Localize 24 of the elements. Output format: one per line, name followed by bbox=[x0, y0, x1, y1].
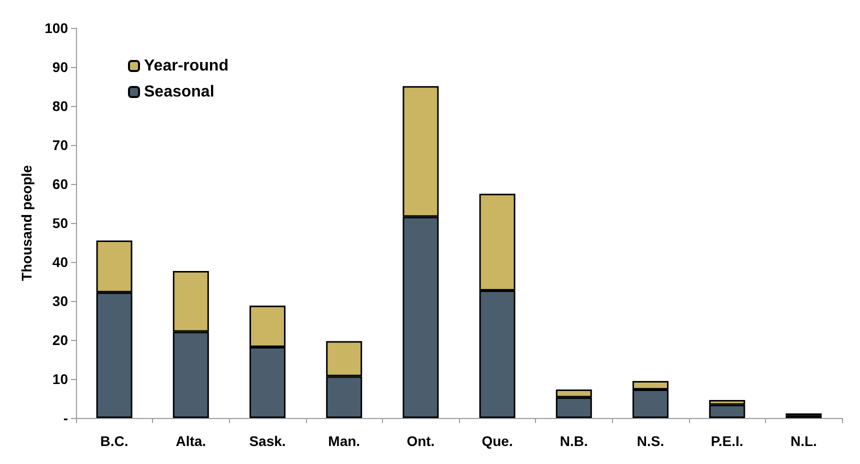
y-axis-title: Thousand people bbox=[18, 164, 35, 281]
x-tick-label: Sask. bbox=[249, 433, 286, 449]
legend-label: Year-round bbox=[144, 58, 228, 74]
x-tick-label: N.B. bbox=[560, 433, 588, 449]
y-tick-label: 40 bbox=[52, 254, 68, 270]
x-tick-label: Alta. bbox=[176, 433, 206, 449]
x-tick-label: B.C. bbox=[100, 433, 128, 449]
y-tick-label: 80 bbox=[52, 98, 68, 114]
y-tick-label: 50 bbox=[52, 215, 68, 231]
x-tick-label: N.S. bbox=[636, 433, 664, 449]
x-tick-label: N.L. bbox=[790, 433, 817, 449]
x-tick-label: P.E.I. bbox=[710, 433, 744, 449]
y-tick-label: 10 bbox=[52, 371, 68, 387]
y-tick-label: - bbox=[63, 410, 68, 426]
y-tick-label: 60 bbox=[52, 176, 68, 192]
y-tick-label: 90 bbox=[52, 59, 68, 75]
y-tick-label: 20 bbox=[52, 332, 68, 348]
x-tick-label: Que. bbox=[482, 433, 513, 449]
x-tick-label: Ont. bbox=[406, 433, 435, 449]
legend-label: Seasonal bbox=[144, 84, 214, 100]
x-tick-label: Man. bbox=[328, 433, 360, 449]
y-tick-label: 30 bbox=[52, 293, 68, 309]
y-tick-label: 100 bbox=[44, 20, 68, 36]
y-tick-label: 70 bbox=[52, 137, 68, 153]
